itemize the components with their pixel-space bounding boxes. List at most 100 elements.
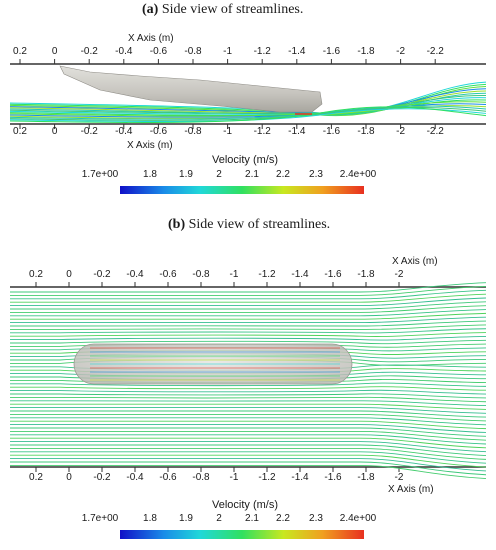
streamline xyxy=(10,430,487,441)
tick-label: -1.2 xyxy=(258,269,276,280)
streamline xyxy=(10,289,487,300)
streamline xyxy=(10,400,487,407)
streamline xyxy=(10,316,487,324)
tick-label: -1.6 xyxy=(324,472,342,483)
tick-label: -0.4 xyxy=(115,126,133,137)
streamline xyxy=(10,403,487,410)
streamline xyxy=(10,312,487,320)
panel-a-tickmarks xyxy=(19,59,436,129)
streamline xyxy=(10,447,487,460)
streamline xyxy=(10,434,487,445)
streamline xyxy=(10,305,487,313)
tick-label: -0.6 xyxy=(159,269,177,280)
streamline xyxy=(10,297,487,307)
tick-label: 0 xyxy=(66,269,72,280)
streamline xyxy=(10,393,487,399)
colorbar-label: 1.9 xyxy=(179,513,193,524)
tick-label: -1.6 xyxy=(324,269,342,280)
colorbar-label: 1.7e+00 xyxy=(81,169,119,180)
panel-a-colorbar xyxy=(120,186,364,194)
tick-label: -1.6 xyxy=(322,46,341,57)
tick-label: 0 xyxy=(51,126,58,137)
panel-b-axis-title-bottom: X Axis (m) xyxy=(388,484,434,495)
streamline xyxy=(10,389,487,395)
panel-b-colorbar xyxy=(120,530,364,539)
streamline xyxy=(10,464,487,480)
streamline xyxy=(10,417,487,426)
tick-label: -2 xyxy=(396,126,406,137)
streamline xyxy=(9,95,487,114)
streamline xyxy=(10,427,487,437)
tick-label: -1 xyxy=(229,472,239,483)
panel-a-colorbar-title: Velocity (m/s) xyxy=(211,154,279,166)
tick-label: -0.2 xyxy=(93,269,111,280)
tick-label: -1.2 xyxy=(258,472,276,483)
streamline xyxy=(10,444,487,456)
colorbar-label: 1.7e+00 xyxy=(81,513,119,524)
tick-label: -0.8 xyxy=(192,269,210,280)
caption-a-letter: (a) xyxy=(142,2,159,17)
streamline xyxy=(10,324,487,330)
tick-label: -0.6 xyxy=(159,472,177,483)
colorbar-label: 2.2 xyxy=(276,169,290,180)
tick-label: 0.2 xyxy=(29,269,43,280)
caption-b-letter: (b) xyxy=(168,217,186,232)
tick-label: 0.2 xyxy=(29,472,43,483)
tick-label: -0.8 xyxy=(192,472,210,483)
streamline xyxy=(10,293,487,303)
panel-a-axis-title-top: X Axis (m) xyxy=(128,33,174,44)
caption-a: (a) Side view of streamlines. xyxy=(142,2,303,18)
colorbar-label: 1.8 xyxy=(143,513,157,524)
panel-b-axis-title-top: X Axis (m) xyxy=(392,256,438,267)
streamline xyxy=(10,458,487,472)
colorbar-label: 2.4e+00 xyxy=(339,169,377,180)
colorbar-label: 2.1 xyxy=(245,513,259,524)
streamline xyxy=(10,461,487,476)
tick-label: -1.8 xyxy=(357,269,375,280)
streamline xyxy=(10,437,487,449)
streamline xyxy=(10,413,487,422)
tick-label: 0.2 xyxy=(13,46,27,57)
tick-label: -0.2 xyxy=(80,126,98,137)
streamline xyxy=(10,451,487,464)
streamline xyxy=(10,286,487,296)
panel-b-colorbar-title: Velocity (m/s) xyxy=(211,499,279,511)
tick-label: -1.4 xyxy=(288,126,306,137)
streamline xyxy=(10,424,487,433)
tick-label: -0.2 xyxy=(93,472,111,483)
tick-label: -2 xyxy=(394,472,404,483)
tick-label: -1.4 xyxy=(291,269,309,280)
tick-label: -1.2 xyxy=(253,46,271,57)
streamline xyxy=(9,105,487,120)
tick-label: -0.8 xyxy=(184,46,202,57)
colorbar-label: 2 xyxy=(216,169,222,180)
colorbar-label: 2.2 xyxy=(276,513,290,524)
tick-label: -1.8 xyxy=(357,46,375,57)
tick-label: -0.6 xyxy=(149,126,168,137)
streamline xyxy=(10,309,487,317)
tick-label: -1.2 xyxy=(253,126,271,137)
streamline xyxy=(10,396,487,403)
tick-label: -0.6 xyxy=(149,46,168,57)
tick-label: -1.4 xyxy=(291,472,309,483)
streamline xyxy=(10,332,487,337)
tick-label: -1.4 xyxy=(288,46,306,57)
tick-label: -2.2 xyxy=(426,126,444,137)
panel-b-body-inner-streams xyxy=(90,347,340,381)
streamline xyxy=(10,335,487,341)
colorbar-label: 1.9 xyxy=(179,169,193,180)
streamline xyxy=(10,320,487,327)
panel-a-hull xyxy=(59,65,323,113)
colorbar-label: 2 xyxy=(216,513,222,524)
streamline xyxy=(10,454,487,468)
colorbar-label: 2.3 xyxy=(309,513,323,524)
tick-label: -1 xyxy=(229,269,239,280)
streamline xyxy=(10,441,487,453)
tick-label: -0.2 xyxy=(80,46,98,57)
streamline xyxy=(10,328,487,334)
streamline xyxy=(10,410,487,418)
panel-a-axis-title-bottom: X Axis (m) xyxy=(127,140,173,151)
tick-label: -2 xyxy=(394,269,404,280)
streamline xyxy=(10,386,487,391)
